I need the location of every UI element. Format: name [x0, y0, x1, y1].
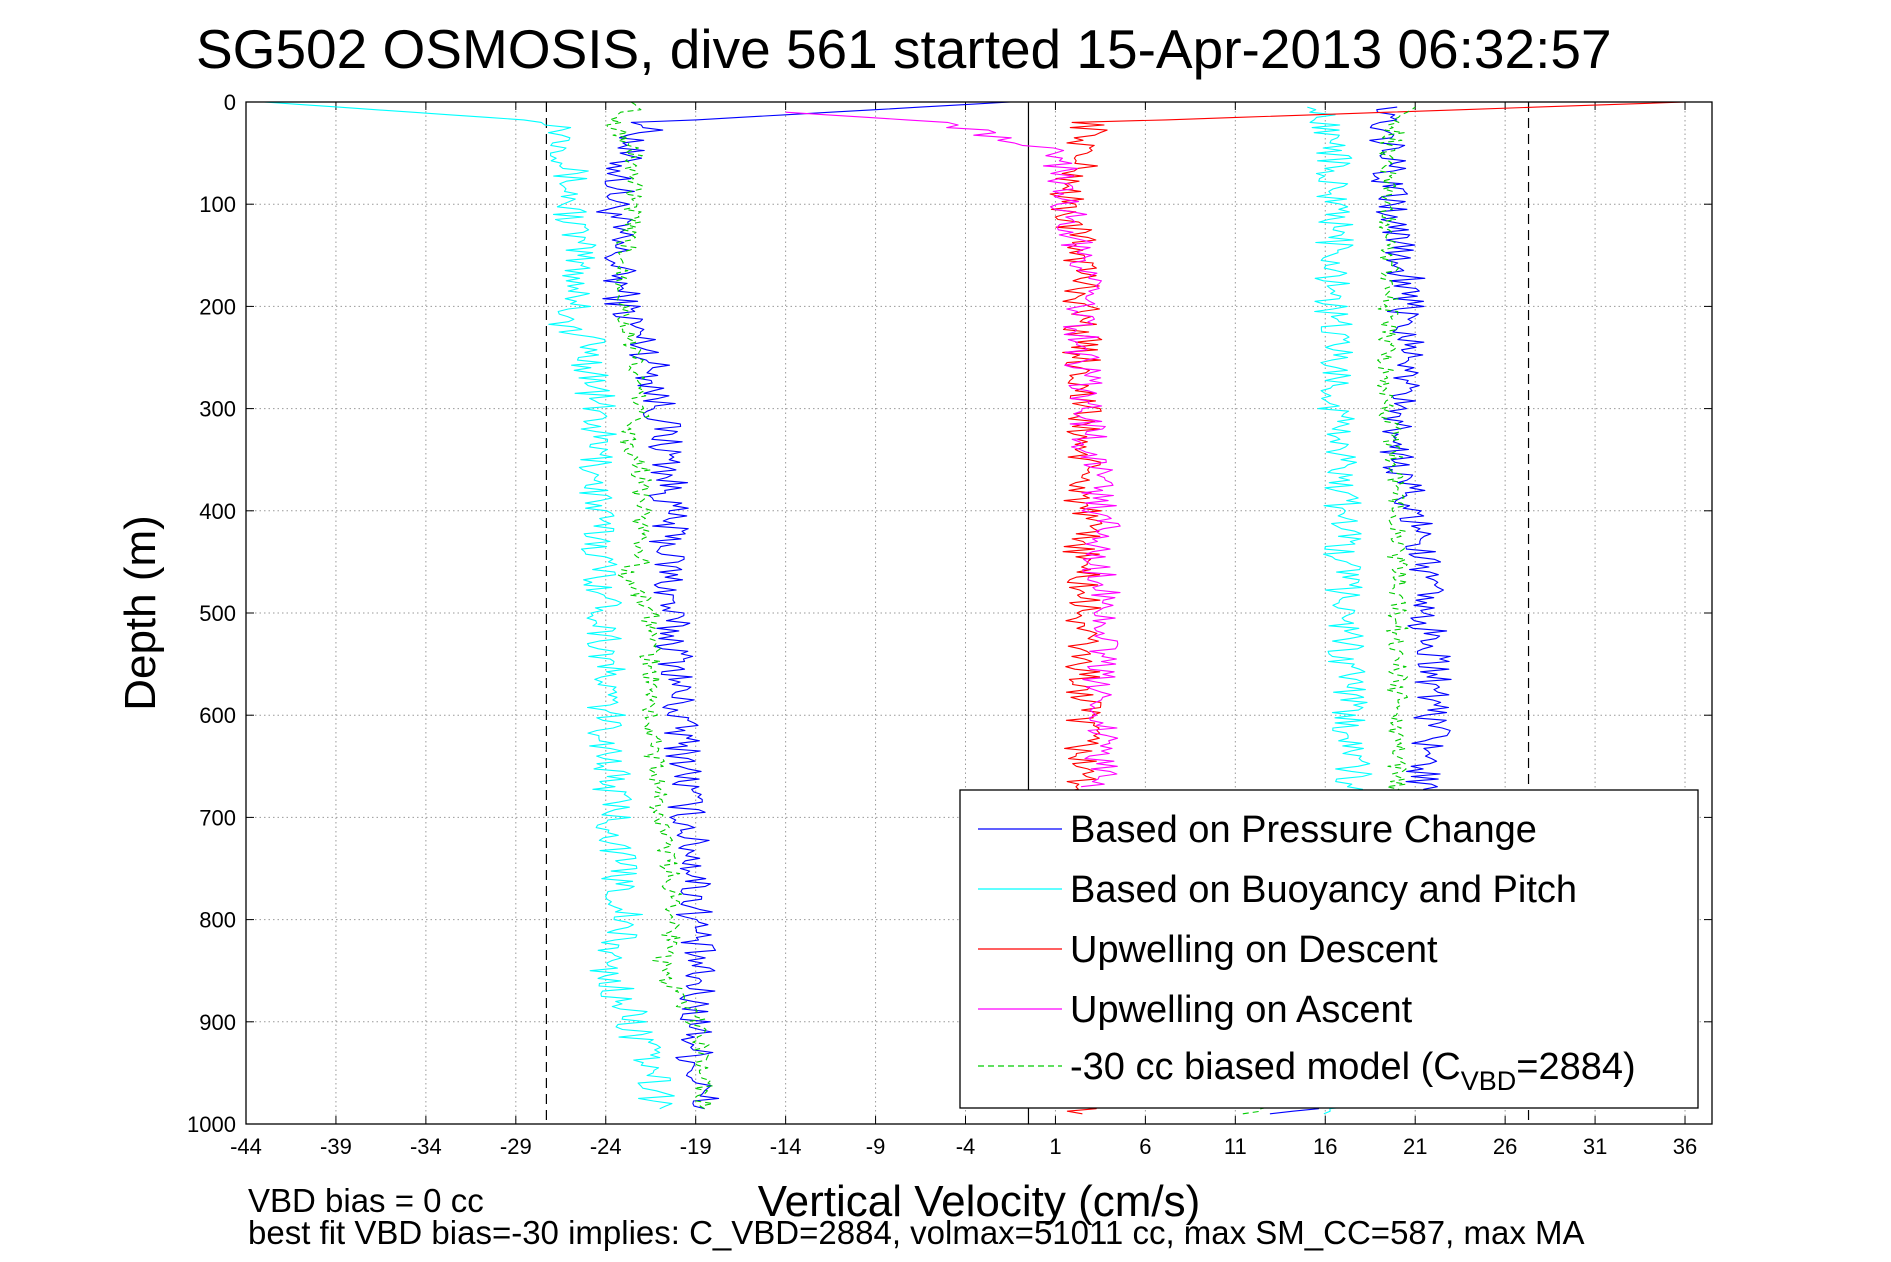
- y-tick-label: 300: [199, 397, 236, 422]
- series-line-4-ascent: [1242, 106, 1416, 1115]
- x-tick-label: 1: [1049, 1134, 1061, 1159]
- legend-label-2: Upwelling on Descent: [1070, 929, 1438, 971]
- legend-label-3: Upwelling on Ascent: [1070, 989, 1413, 1031]
- x-tick-label: 31: [1583, 1134, 1607, 1159]
- y-tick-label: 800: [199, 908, 236, 933]
- x-tick-label: -39: [320, 1134, 352, 1159]
- y-tick-labels: 0 100 200 300 400 500 600 700 800 900 1000: [187, 90, 236, 1137]
- y-tick-label: 600: [199, 703, 236, 728]
- y-tick-label: 1000: [187, 1112, 236, 1137]
- x-tick-label: -9: [866, 1134, 886, 1159]
- y-tick-label: 700: [199, 805, 236, 830]
- y-tick-label: 200: [199, 294, 236, 319]
- x-axis-label: Vertical Velocity (cm/s): [758, 1177, 1201, 1226]
- legend-items: Based on Pressure Change Based on Buoyanc…: [978, 809, 1636, 1096]
- x-tick-label: 11: [1224, 1134, 1247, 1159]
- plot-frame: [245, 101, 1713, 1125]
- series-line-4-descent: [606, 102, 714, 1110]
- x-tick-label: 16: [1313, 1134, 1337, 1159]
- y-tick-label: 0: [224, 90, 236, 115]
- y-axis-label: Depth (m): [116, 515, 165, 711]
- y-tick-label: 500: [199, 601, 236, 626]
- legend-label-4: -30 cc biased model (CVBD=2884): [1070, 1046, 1636, 1096]
- x-tick-label: 6: [1139, 1134, 1151, 1159]
- series-line-1-descent: [263, 102, 675, 1110]
- x-tick-label: 26: [1493, 1134, 1517, 1159]
- x-tick-label: -29: [500, 1134, 532, 1159]
- x-tick-label: -44: [230, 1134, 262, 1159]
- x-tick-label: 36: [1673, 1134, 1697, 1159]
- chart-title: SG502 OSMOSIS, dive 561 started 15-Apr-2…: [196, 18, 1612, 80]
- legend: Based on Pressure Change Based on Buoyanc…: [959, 789, 1699, 1109]
- y-tick-label: 100: [199, 192, 236, 217]
- x-tick-label: 21: [1403, 1134, 1427, 1159]
- legend-label-1: Based on Buoyancy and Pitch: [1070, 869, 1577, 911]
- footer-line-1: VBD bias = 0 cc: [248, 1182, 484, 1219]
- footer-line-2: best fit VBD bias=-30 implies: C_VBD=288…: [248, 1214, 1584, 1251]
- legend-box: [959, 789, 1699, 1109]
- legend-label-0: Based on Pressure Change: [1070, 809, 1537, 851]
- series-line-0-descent: [596, 102, 1011, 1110]
- series-line-3-ascent: [785, 111, 1121, 788]
- x-tick-label: -19: [680, 1134, 712, 1159]
- y-tick-label: 900: [199, 1010, 236, 1035]
- x-tick-label: -24: [590, 1134, 622, 1159]
- y-tick-label: 400: [199, 499, 236, 524]
- x-tick-label: -34: [410, 1134, 442, 1159]
- x-tick-label: -4: [956, 1134, 976, 1159]
- x-tick-labels: -44 -39 -34 -29 -24 -19 -14 -9 -4 1 6 11 16 21 26 31 36: [230, 1134, 1697, 1159]
- x-tick-label: -14: [770, 1134, 802, 1159]
